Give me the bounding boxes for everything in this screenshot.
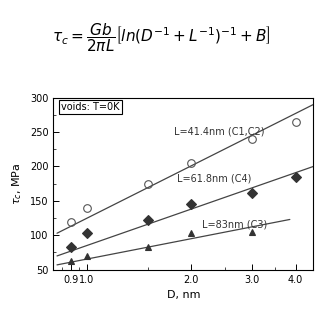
Text: voids: T=0K: voids: T=0K xyxy=(61,102,120,112)
X-axis label: D, nm: D, nm xyxy=(167,290,200,300)
Text: L=83nm (C3): L=83nm (C3) xyxy=(202,220,267,230)
Text: L=41.4nm (C1,C2): L=41.4nm (C1,C2) xyxy=(174,127,264,137)
Text: $\tau_c = \dfrac{Gb}{2\pi L}\left[ln(D^{-1}+L^{-1})^{-1}+B\right]$: $\tau_c = \dfrac{Gb}{2\pi L}\left[ln(D^{… xyxy=(52,21,271,54)
Text: L=61.8nm (C4): L=61.8nm (C4) xyxy=(177,174,251,184)
Y-axis label: $\tau_c$, MPa: $\tau_c$, MPa xyxy=(10,162,24,205)
